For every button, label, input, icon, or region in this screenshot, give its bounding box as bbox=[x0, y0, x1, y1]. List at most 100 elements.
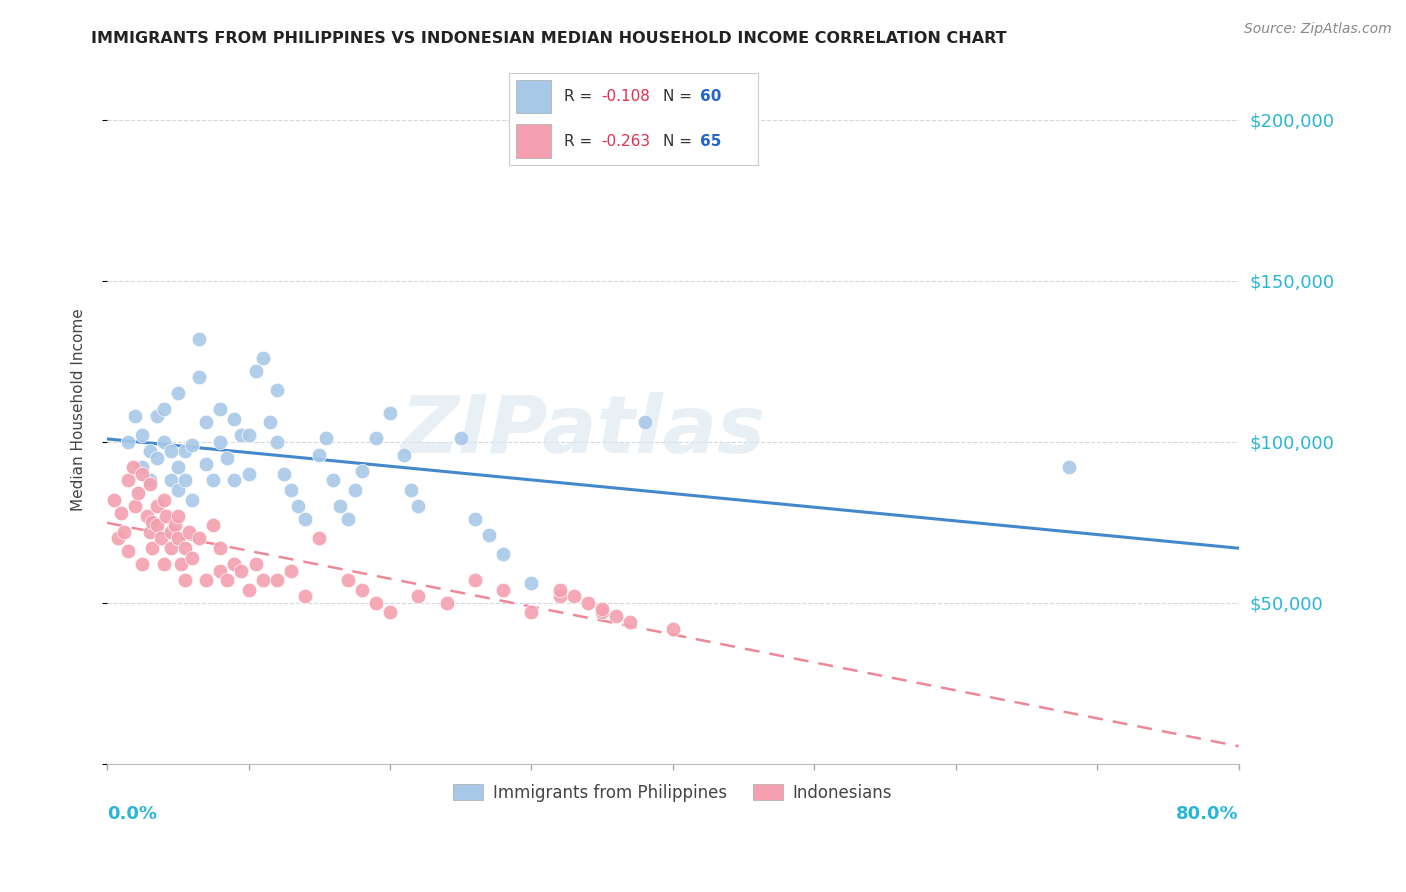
Point bbox=[131, 460, 153, 475]
Point bbox=[343, 483, 366, 497]
Point bbox=[492, 582, 515, 597]
Point bbox=[152, 492, 174, 507]
Point bbox=[252, 573, 274, 587]
Point bbox=[195, 415, 218, 429]
Point bbox=[478, 528, 501, 542]
Point bbox=[173, 573, 195, 587]
Point bbox=[145, 450, 167, 465]
Point bbox=[166, 532, 188, 546]
Point bbox=[378, 406, 401, 420]
Point bbox=[548, 590, 571, 604]
Point bbox=[181, 550, 204, 565]
Point bbox=[378, 606, 401, 620]
Point bbox=[562, 590, 585, 604]
Point bbox=[195, 457, 218, 471]
Point bbox=[209, 402, 232, 417]
Point bbox=[231, 428, 253, 442]
Point bbox=[135, 508, 157, 523]
Point bbox=[392, 448, 415, 462]
Point bbox=[152, 557, 174, 571]
Point bbox=[121, 460, 143, 475]
Point bbox=[633, 415, 655, 429]
Legend: Immigrants from Philippines, Indonesians: Immigrants from Philippines, Indonesians bbox=[447, 777, 898, 809]
Point bbox=[259, 415, 281, 429]
Point bbox=[124, 409, 146, 423]
Point bbox=[294, 512, 316, 526]
Point bbox=[294, 590, 316, 604]
Point bbox=[280, 564, 302, 578]
Point bbox=[112, 524, 135, 539]
Point bbox=[163, 518, 186, 533]
Point bbox=[110, 506, 132, 520]
Point bbox=[209, 434, 232, 449]
Point bbox=[188, 370, 211, 384]
Point bbox=[131, 428, 153, 442]
Point bbox=[245, 557, 267, 571]
Point bbox=[166, 386, 188, 401]
Text: Source: ZipAtlas.com: Source: ZipAtlas.com bbox=[1244, 22, 1392, 37]
Point bbox=[138, 474, 160, 488]
Point bbox=[231, 564, 253, 578]
Point bbox=[117, 434, 139, 449]
Point bbox=[131, 557, 153, 571]
Point bbox=[238, 467, 260, 481]
Point bbox=[266, 434, 288, 449]
Point bbox=[238, 428, 260, 442]
Point bbox=[350, 582, 373, 597]
Point bbox=[173, 541, 195, 555]
Point bbox=[181, 492, 204, 507]
Point bbox=[520, 576, 543, 591]
Point bbox=[245, 364, 267, 378]
Point bbox=[308, 448, 330, 462]
Point bbox=[169, 557, 191, 571]
Point bbox=[195, 573, 218, 587]
Point bbox=[202, 474, 225, 488]
Point bbox=[166, 483, 188, 497]
Point bbox=[141, 515, 163, 529]
Point bbox=[350, 464, 373, 478]
Point bbox=[266, 573, 288, 587]
Point bbox=[103, 492, 125, 507]
Point bbox=[181, 438, 204, 452]
Text: 0.0%: 0.0% bbox=[107, 805, 157, 823]
Point bbox=[152, 402, 174, 417]
Text: IMMIGRANTS FROM PHILIPPINES VS INDONESIAN MEDIAN HOUSEHOLD INCOME CORRELATION CH: IMMIGRANTS FROM PHILIPPINES VS INDONESIA… bbox=[91, 31, 1007, 46]
Point bbox=[155, 508, 177, 523]
Point bbox=[224, 474, 246, 488]
Point bbox=[117, 544, 139, 558]
Point bbox=[662, 622, 685, 636]
Point bbox=[464, 573, 486, 587]
Point bbox=[145, 499, 167, 513]
Point bbox=[217, 573, 239, 587]
Point bbox=[159, 474, 181, 488]
Text: 80.0%: 80.0% bbox=[1175, 805, 1239, 823]
Point bbox=[145, 518, 167, 533]
Point bbox=[173, 474, 195, 488]
Point bbox=[492, 548, 515, 562]
Point bbox=[138, 476, 160, 491]
Point bbox=[209, 541, 232, 555]
Point bbox=[1057, 460, 1080, 475]
Point bbox=[238, 582, 260, 597]
Point bbox=[209, 564, 232, 578]
Point bbox=[145, 409, 167, 423]
Point bbox=[127, 486, 149, 500]
Point bbox=[315, 432, 337, 446]
Point bbox=[138, 444, 160, 458]
Text: ZIPatlas: ZIPatlas bbox=[399, 392, 765, 470]
Point bbox=[107, 532, 129, 546]
Point bbox=[266, 383, 288, 397]
Point bbox=[308, 532, 330, 546]
Point bbox=[252, 351, 274, 365]
Point bbox=[364, 596, 387, 610]
Point bbox=[436, 596, 458, 610]
Point bbox=[406, 590, 429, 604]
Point bbox=[149, 532, 172, 546]
Point bbox=[576, 596, 599, 610]
Point bbox=[224, 557, 246, 571]
Point bbox=[280, 483, 302, 497]
Point bbox=[177, 524, 200, 539]
Point bbox=[188, 532, 211, 546]
Point bbox=[322, 474, 344, 488]
Point bbox=[202, 518, 225, 533]
